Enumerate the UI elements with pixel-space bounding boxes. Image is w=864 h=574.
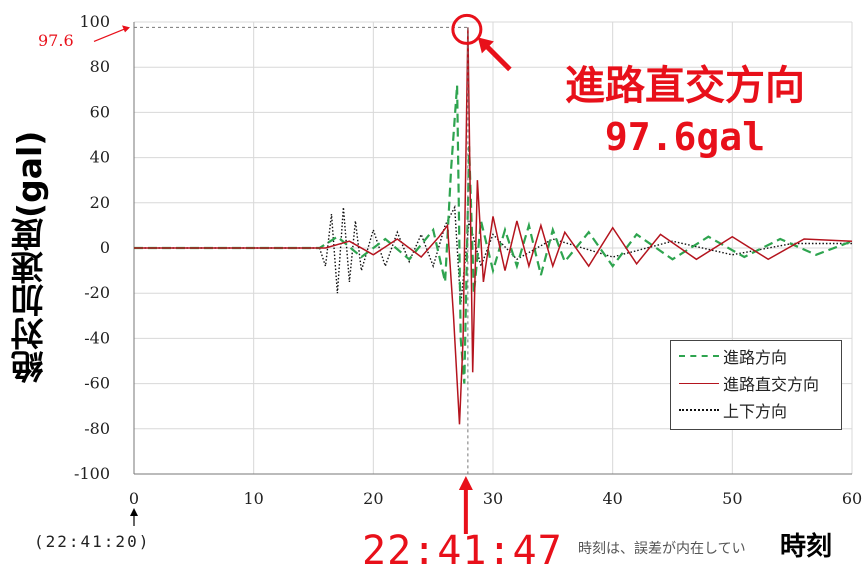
y-tick-label: -20 bbox=[84, 283, 110, 302]
y-tick-label: -40 bbox=[84, 328, 110, 347]
peak-circle bbox=[451, 13, 483, 45]
y-tick-labels: 100 80 60 40 20 0 -20 -40 -60 -80 -100 bbox=[74, 12, 110, 483]
legend-item: 進路方向 bbox=[671, 344, 841, 368]
peak-value-arrowhead bbox=[122, 25, 130, 33]
y-tick-label: 20 bbox=[90, 193, 110, 212]
peak-annotation: 進路直交方向 97.6gal bbox=[520, 60, 850, 162]
x-tick-label: 10 bbox=[243, 489, 263, 508]
y-tick-label: -80 bbox=[84, 419, 110, 438]
legend-label: 進路方向 bbox=[723, 348, 788, 367]
legend: 進路方向 進路直交方向 上下方向 bbox=[670, 340, 842, 430]
x-tick-label: 30 bbox=[483, 489, 503, 508]
series-line bbox=[134, 27, 853, 425]
x-tick-labels: 0 10 20 30 40 50 60 bbox=[129, 489, 862, 508]
y-tick-label: 80 bbox=[90, 57, 110, 76]
x-axis-label: 時刻 bbox=[780, 532, 833, 562]
series-line bbox=[134, 204, 852, 305]
legend-swatch bbox=[679, 382, 719, 384]
x-tick-label: 50 bbox=[722, 489, 742, 508]
annotation-overlay bbox=[93, 13, 512, 534]
x-tick-label: 60 bbox=[842, 489, 862, 508]
peak-value-axis-label: 97.6 bbox=[38, 31, 74, 50]
x-tick-label: 40 bbox=[602, 489, 622, 508]
peak-value-arrow bbox=[93, 27, 127, 43]
x-tick-label: 0 bbox=[129, 489, 139, 508]
legend-swatch bbox=[679, 355, 719, 357]
y-tick-label: 60 bbox=[90, 102, 110, 121]
legend-label: 上下方向 bbox=[723, 402, 788, 421]
legend-swatch bbox=[679, 409, 719, 411]
time-error-note: 時刻は、誤差が内在してい bbox=[578, 541, 746, 557]
y-tick-label: -100 bbox=[74, 464, 110, 483]
peak-value-text: 97.6gal bbox=[604, 115, 766, 159]
x-tick-label: 20 bbox=[363, 489, 383, 508]
legend-label: 進路直交方向 bbox=[723, 375, 820, 394]
peak-pointer-arrow bbox=[482, 41, 512, 72]
y-tick-label: 40 bbox=[90, 148, 110, 167]
series-lines bbox=[134, 27, 853, 425]
y-axis-label: 絶対加速度(gal) bbox=[10, 130, 49, 384]
peak-time-arrowhead bbox=[458, 476, 473, 490]
y-tick-label: 100 bbox=[79, 12, 110, 31]
peak-pointer-arrowhead bbox=[477, 37, 494, 54]
y-tick-label: -60 bbox=[84, 374, 110, 393]
peak-time-label: 22:41:47 bbox=[362, 528, 563, 574]
start-time-label: (22:41:20) bbox=[34, 532, 151, 551]
peak-series-name: 進路直交方向 bbox=[565, 63, 805, 109]
start-time-arrowhead bbox=[130, 508, 138, 516]
series-line bbox=[134, 85, 853, 384]
legend-item: 上下方向 bbox=[671, 398, 841, 422]
y-tick-label: 0 bbox=[100, 238, 110, 257]
legend-item: 進路直交方向 bbox=[671, 371, 841, 395]
